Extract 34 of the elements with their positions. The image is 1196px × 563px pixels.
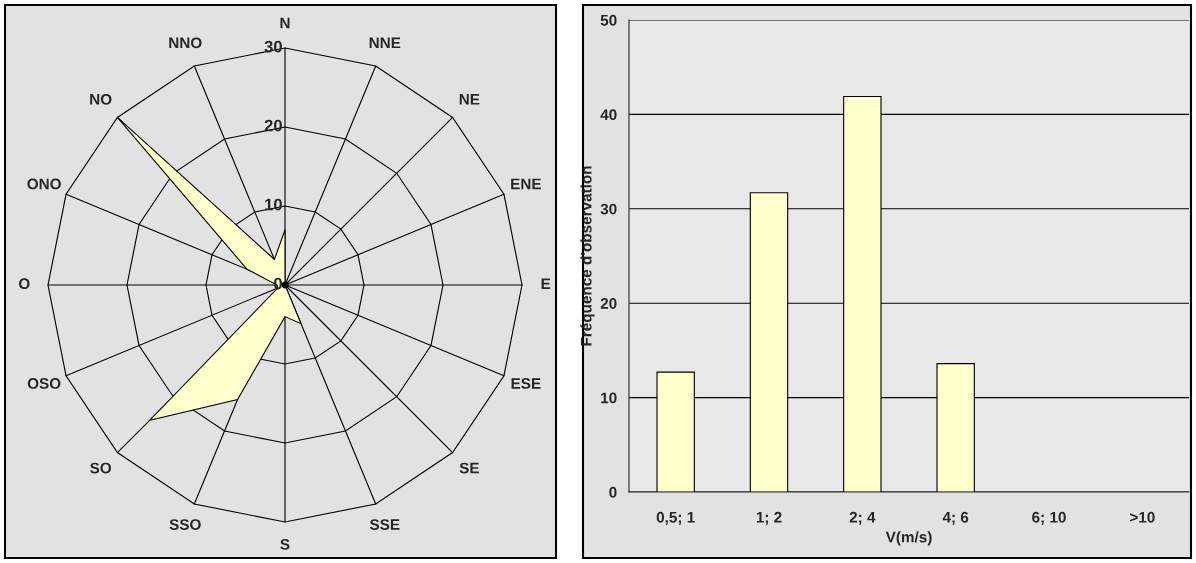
y-tick-label: 10 bbox=[601, 392, 617, 404]
y-tick-label: 30 bbox=[600, 203, 617, 215]
spoke-label: ESE bbox=[511, 378, 541, 389]
spoke-label: S bbox=[280, 538, 290, 550]
spoke-label: SO bbox=[90, 462, 112, 474]
y-tick-label: 10 bbox=[265, 198, 282, 211]
spoke-label: OSO bbox=[27, 378, 61, 389]
y-tick-label: 20 bbox=[600, 298, 617, 309]
spoke-label: SSO bbox=[169, 519, 201, 530]
spoke-label: SE bbox=[459, 462, 479, 474]
spoke-label: O bbox=[18, 278, 30, 290]
y-tick-label: 50 bbox=[600, 14, 617, 26]
y-tick-label: 20 bbox=[264, 119, 282, 132]
x-tick-label: 4; 6 bbox=[942, 511, 969, 525]
x-tick-label: 6; 10 bbox=[1032, 511, 1066, 525]
spoke-label: N bbox=[280, 17, 290, 29]
y-tick-label: 40 bbox=[600, 109, 617, 121]
x-tick-label: 1; 2 bbox=[756, 511, 782, 525]
y-tick-label: 0 bbox=[609, 486, 617, 498]
x-tick-label: >10 bbox=[1130, 511, 1155, 523]
spoke-label: NNO bbox=[169, 37, 202, 49]
spoke-label: ENE bbox=[511, 178, 541, 190]
spoke-label: SSE bbox=[369, 519, 400, 530]
spoke-label: NE bbox=[459, 94, 480, 105]
spoke-label: NO bbox=[90, 93, 112, 105]
y-axis-title: Fréquence d'observation bbox=[580, 166, 595, 346]
spoke-label: NNE bbox=[369, 37, 401, 49]
x-axis-title: V(m/s) bbox=[885, 531, 932, 546]
y-tick-label: 0 bbox=[274, 277, 282, 290]
y-tick-label: 30 bbox=[264, 40, 282, 53]
x-tick-label: 0,5; 1 bbox=[656, 511, 695, 525]
spoke-label: ONO bbox=[27, 178, 61, 190]
x-tick-label: 2; 4 bbox=[849, 511, 876, 525]
spoke-label: E bbox=[541, 278, 551, 289]
